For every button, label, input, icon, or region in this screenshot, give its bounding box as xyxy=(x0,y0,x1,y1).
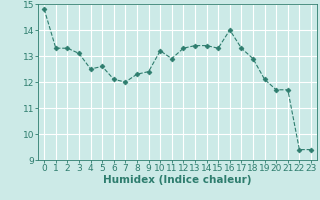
X-axis label: Humidex (Indice chaleur): Humidex (Indice chaleur) xyxy=(103,175,252,185)
